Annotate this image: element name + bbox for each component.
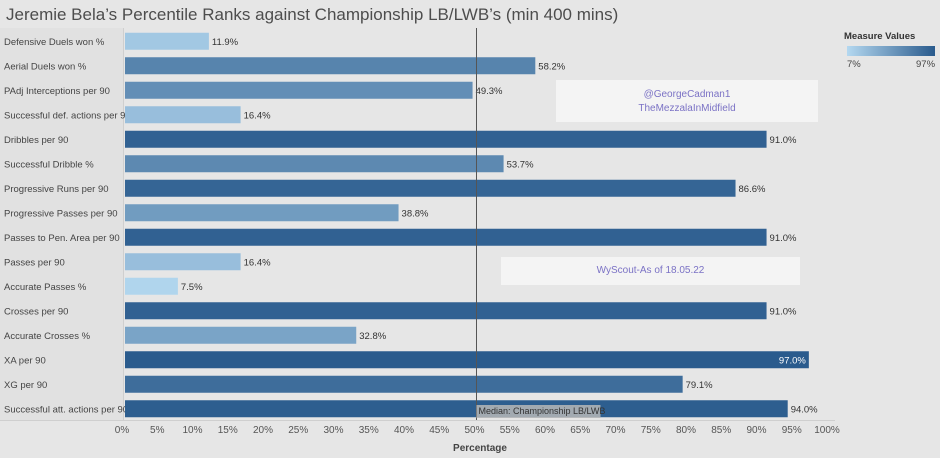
bar-value-label: 53.7% bbox=[507, 159, 534, 170]
x-tick-label: 10% bbox=[182, 425, 202, 436]
bar bbox=[125, 81, 473, 99]
x-tick-label: 35% bbox=[359, 425, 379, 436]
row-label: Passes to Pen. Area per 90 bbox=[4, 233, 120, 244]
x-tick-label: 80% bbox=[676, 425, 696, 436]
bar-value-label: 86.6% bbox=[739, 184, 766, 195]
row-label: Successful att. actions per 90 bbox=[4, 404, 128, 415]
bar-value-label: 79.1% bbox=[686, 380, 713, 391]
bar-value-label: 7.5% bbox=[181, 282, 203, 293]
x-tick-label: 0% bbox=[115, 425, 130, 436]
x-tick-label: 55% bbox=[500, 425, 520, 436]
bar bbox=[125, 130, 767, 148]
bar bbox=[125, 375, 683, 393]
row-label: XG per 90 bbox=[4, 380, 47, 391]
x-tick-label: 95% bbox=[782, 425, 802, 436]
x-tick-label: 25% bbox=[288, 425, 308, 436]
bar bbox=[125, 228, 767, 246]
x-tick-label: 30% bbox=[323, 425, 343, 436]
bar bbox=[125, 57, 536, 75]
credit-handle: @GeorgeCadman1 bbox=[643, 89, 731, 100]
x-tick-label: 60% bbox=[535, 425, 555, 436]
bar-value-label: 97.0% bbox=[779, 355, 806, 366]
legend-min-label: 7% bbox=[847, 59, 861, 70]
row-label: PAdj Interceptions per 90 bbox=[4, 86, 110, 97]
credit-site: TheMezzalaInMidfield bbox=[638, 103, 736, 114]
bar bbox=[125, 400, 788, 418]
row-label: Accurate Passes % bbox=[4, 282, 87, 293]
row-label: Accurate Crosses % bbox=[4, 331, 91, 342]
row-label: Progressive Runs per 90 bbox=[4, 184, 109, 195]
legend-title: Measure Values bbox=[844, 31, 916, 42]
bar bbox=[125, 302, 767, 320]
bar-value-label: 49.3% bbox=[476, 86, 503, 97]
bar bbox=[125, 204, 399, 222]
x-tick-label: 5% bbox=[150, 425, 165, 436]
bar bbox=[125, 326, 357, 344]
bar bbox=[125, 32, 209, 50]
legend-gradient bbox=[847, 46, 935, 56]
row-label: XA per 90 bbox=[4, 355, 46, 366]
x-tick-label: 90% bbox=[746, 425, 766, 436]
row-label: Aerial Duels won % bbox=[4, 61, 87, 72]
x-tick-label: 20% bbox=[253, 425, 273, 436]
source-annotation: WyScout-As of 18.05.22 bbox=[501, 257, 800, 285]
median-label-box: Median: Championship LB/LWB bbox=[476, 405, 606, 418]
row-label: Progressive Passes per 90 bbox=[4, 208, 118, 219]
bar bbox=[125, 253, 241, 271]
bar-value-label: 11.9% bbox=[212, 37, 239, 48]
bar-value-label: 38.8% bbox=[402, 208, 429, 219]
credit-annotation: @GeorgeCadman1 TheMezzalaInMidfield bbox=[556, 80, 818, 122]
bar bbox=[125, 106, 241, 124]
legend-max-label: 97% bbox=[916, 59, 936, 70]
x-tick-label: 15% bbox=[218, 425, 238, 436]
x-tick-label: 40% bbox=[394, 425, 414, 436]
row-label: Dribbles per 90 bbox=[4, 135, 68, 146]
median-label: Median: Championship LB/LWB bbox=[479, 406, 606, 416]
bar-value-label: 32.8% bbox=[359, 331, 386, 342]
x-tick-label: 85% bbox=[711, 425, 731, 436]
x-tick-label: 45% bbox=[429, 425, 449, 436]
x-tick-label: 100% bbox=[814, 425, 840, 436]
bar bbox=[125, 277, 178, 295]
bar-value-label: 58.2% bbox=[538, 61, 565, 72]
bar bbox=[125, 351, 809, 369]
bar bbox=[125, 179, 736, 197]
row-label-panel bbox=[0, 28, 124, 420]
row-label: Passes per 90 bbox=[4, 257, 65, 268]
row-label: Crosses per 90 bbox=[4, 306, 68, 317]
bar-value-label: 94.0% bbox=[791, 404, 818, 415]
x-tick-label: 70% bbox=[605, 425, 625, 436]
row-label: Defensive Duels won % bbox=[4, 37, 105, 48]
bar-value-label: 91.0% bbox=[770, 135, 797, 146]
bar-value-label: 91.0% bbox=[770, 306, 797, 317]
x-tick-label: 50% bbox=[464, 425, 484, 436]
x-tick-label: 65% bbox=[570, 425, 590, 436]
row-label: Successful Dribble % bbox=[4, 159, 94, 170]
x-axis-title: Percentage bbox=[453, 443, 507, 454]
bar-value-label: 16.4% bbox=[244, 110, 271, 121]
chart-title: Jeremie Bela’s Percentile Ranks against … bbox=[6, 5, 619, 24]
bar-value-label: 16.4% bbox=[244, 257, 271, 268]
color-legend: Measure Values 7% 97% bbox=[838, 31, 938, 70]
x-tick-label: 75% bbox=[641, 425, 661, 436]
row-label: Successful def. actions per 90 bbox=[4, 110, 131, 121]
bar-value-label: 91.0% bbox=[770, 233, 797, 244]
bar bbox=[125, 155, 504, 173]
